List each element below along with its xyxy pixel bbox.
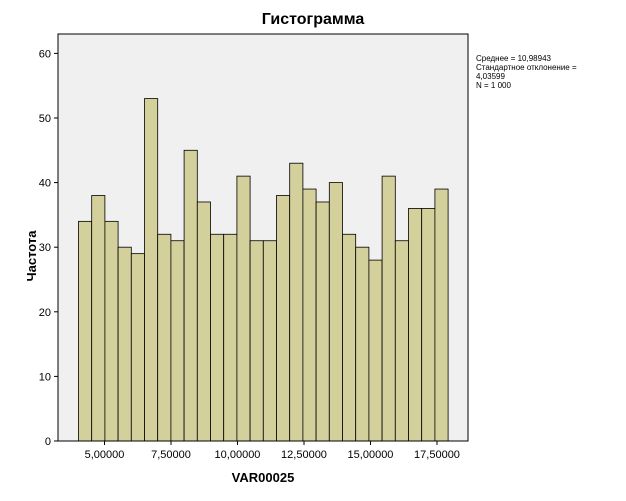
x-tick-label: 15,00000 (348, 449, 394, 461)
stat-std-label: Стандартное отклонение = (476, 63, 577, 72)
x-tick-label: 10,00000 (215, 449, 261, 461)
y-tick-label: 40 (39, 178, 51, 190)
histogram-bar (434, 188, 449, 442)
histogram-bar (355, 246, 370, 442)
y-tick-label: 20 (39, 307, 51, 319)
y-tick-label: 10 (39, 371, 51, 383)
histogram-bar (144, 98, 159, 442)
histogram-bar (91, 195, 106, 442)
histogram-bar (78, 220, 93, 442)
histogram-bar (342, 233, 357, 442)
histogram-bar (262, 240, 277, 442)
histogram-bar (276, 195, 291, 442)
histogram-bar (157, 233, 172, 442)
histogram-bar (130, 253, 145, 442)
histogram-bar (183, 149, 198, 442)
stat-mean: Среднее = 10,98943 (476, 54, 551, 63)
histogram-bar (381, 175, 396, 442)
y-axis-label: Частота (24, 230, 39, 282)
x-tick-label: 12,50000 (281, 449, 327, 461)
histogram-bar (368, 259, 383, 442)
x-tick-label: 17,50000 (414, 449, 460, 461)
x-tick-label: 5,00000 (85, 449, 125, 461)
x-tick-label: 7,50000 (151, 449, 191, 461)
histogram-bar (117, 246, 132, 442)
histogram-bar (196, 201, 211, 442)
histogram-bar (223, 233, 238, 442)
histogram-bar (236, 175, 251, 442)
histogram-bar (408, 208, 423, 442)
y-axis-label-box: Частота (10, 226, 50, 286)
y-tick-label: 60 (39, 48, 51, 60)
stats-legend: Среднее = 10,98943 Стандартное отклонени… (476, 54, 616, 90)
y-tick-label: 0 (45, 436, 51, 448)
histogram-bar (289, 162, 304, 442)
histogram-bar (394, 240, 409, 442)
histogram-bar (170, 240, 185, 442)
histogram-bar (328, 182, 343, 442)
histogram-bar (315, 201, 330, 442)
chart-title: Гистограмма (261, 11, 365, 28)
y-tick-label: 30 (39, 242, 51, 254)
stat-std-value: 4,03599 (476, 72, 505, 81)
histogram-bar (249, 240, 264, 442)
x-axis-label: VAR00025 (231, 470, 295, 485)
histogram-bar (104, 220, 119, 442)
histogram-bar (421, 208, 436, 442)
y-tick-label: 50 (39, 113, 51, 125)
histogram-bar (210, 233, 225, 442)
stat-n: N = 1 000 (476, 81, 511, 90)
histogram-bar (302, 188, 317, 442)
plot-frame (57, 33, 469, 442)
